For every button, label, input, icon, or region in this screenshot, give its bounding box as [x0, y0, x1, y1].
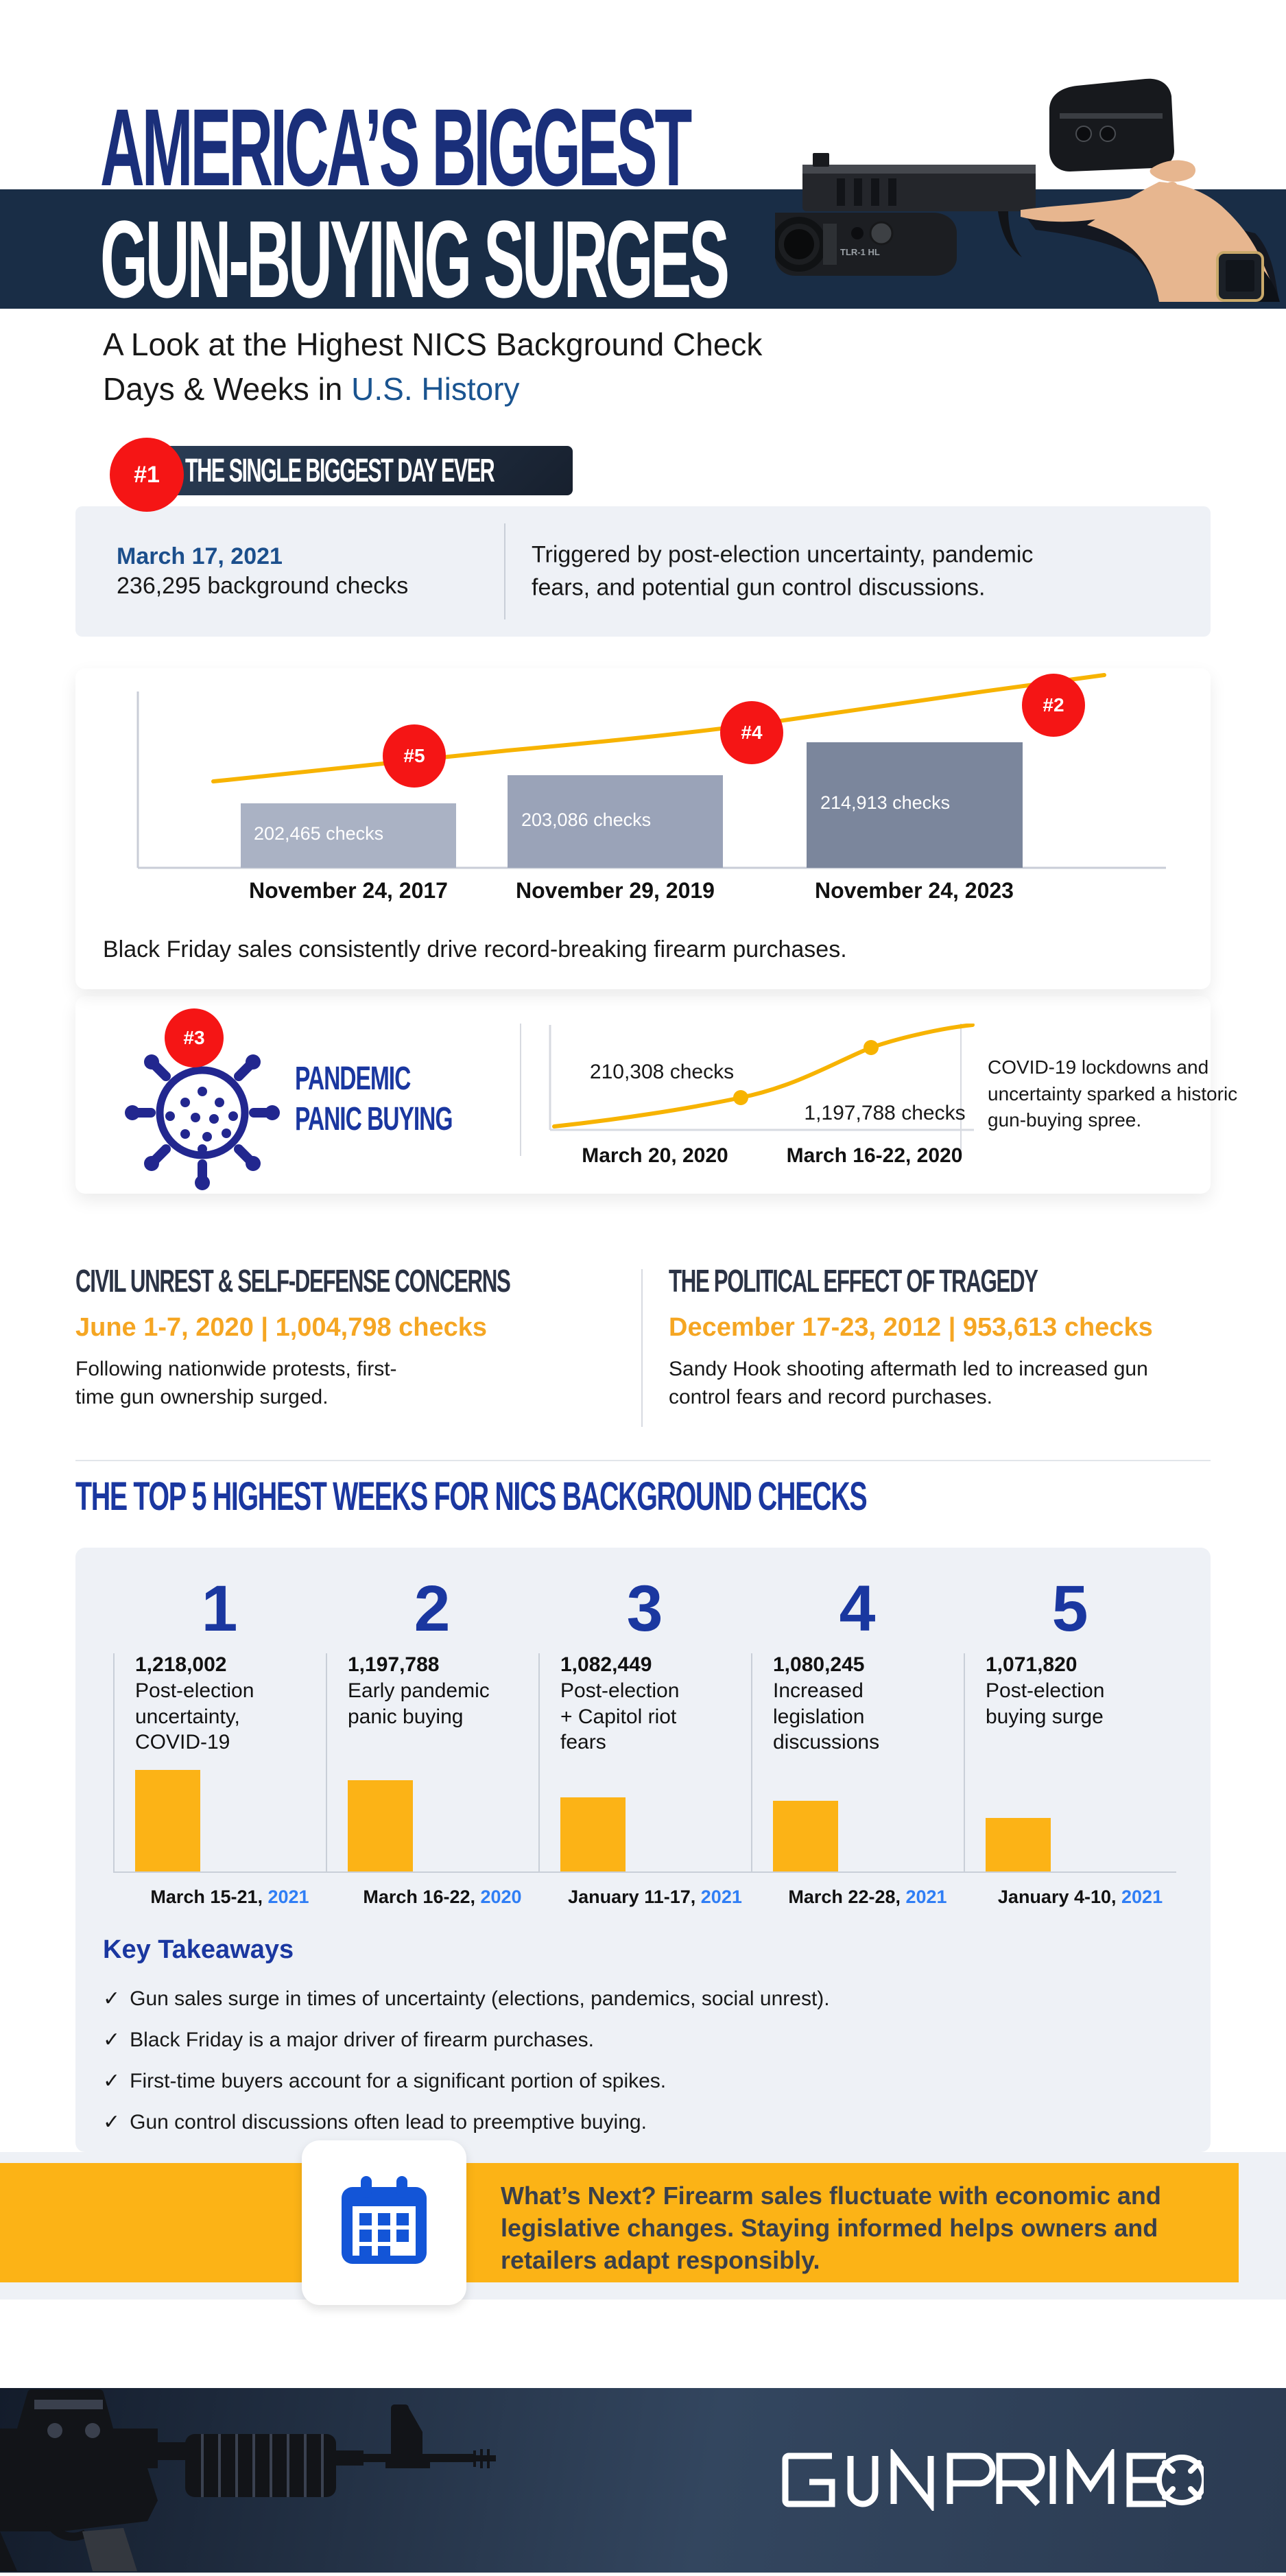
svg-text:TLR-1 HL: TLR-1 HL [840, 247, 880, 257]
svg-text:202,465 checks: 202,465 checks [254, 823, 383, 844]
svg-text:214,913 checks: 214,913 checks [820, 792, 950, 813]
svg-text:November 24, 2023: November 24, 2023 [815, 878, 1014, 903]
svg-text:November 24, 2017: November 24, 2017 [249, 878, 448, 903]
svg-text:203,086 checks: 203,086 checks [521, 810, 651, 830]
svg-text:November 29, 2019: November 29, 2019 [516, 878, 715, 903]
svg-text:210,308 checks: 210,308 checks [590, 1061, 734, 1083]
svg-text:March 16-22, 2020: March 16-22, 2020 [787, 1144, 963, 1167]
svg-text:March 20, 2020: March 20, 2020 [582, 1144, 728, 1167]
svg-text:1,197,788 checks: 1,197,788 checks [804, 1102, 965, 1124]
